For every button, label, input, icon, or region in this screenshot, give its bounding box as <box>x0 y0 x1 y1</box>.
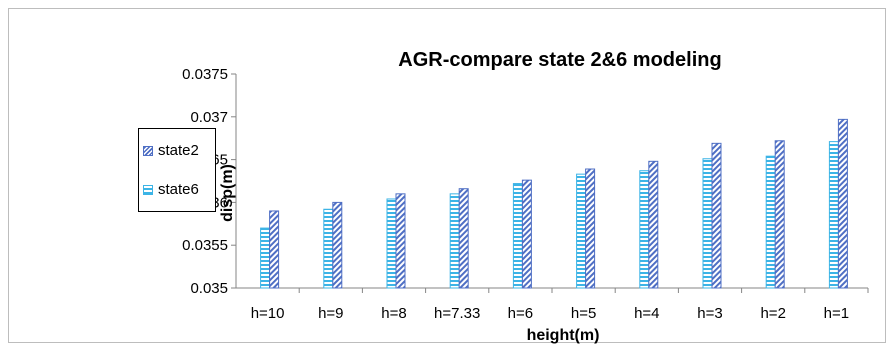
x-tick-label: h=10 <box>251 305 285 322</box>
bar-state6-4 <box>512 183 523 289</box>
y-tick-label: 0.0355 <box>182 237 228 254</box>
legend-swatch-state2 <box>143 146 153 156</box>
legend-label-state6: state6 <box>158 181 199 198</box>
bar-state6-6 <box>639 170 650 289</box>
bar-state6-3 <box>449 193 460 289</box>
legend-swatch-state6 <box>143 185 153 195</box>
x-tick-label: h=6 <box>508 305 533 322</box>
bar-state2-6 <box>648 160 659 289</box>
legend-item-state6: state6 <box>143 181 199 199</box>
bar-state2-7 <box>711 142 722 289</box>
bar-state6-9 <box>828 141 839 289</box>
bar-state2-9 <box>837 118 848 289</box>
y-tick-label: 0.035 <box>190 280 228 297</box>
bar-state2-2 <box>395 193 406 289</box>
chart-legend: state2 state6 <box>138 128 216 212</box>
y-tick-label: 0.037 <box>190 109 228 126</box>
legend-item-state2: state2 <box>143 142 199 160</box>
x-tick-label: h=7.33 <box>434 305 480 322</box>
chart-title: AGR-compare state 2&6 modeling <box>398 49 721 71</box>
bar-state2-4 <box>521 179 532 289</box>
y-tick-label: 0.0375 <box>182 66 228 83</box>
x-tick-label: h=9 <box>318 305 343 322</box>
bar-state6-5 <box>576 173 587 289</box>
legend-label-state2: state2 <box>158 142 199 159</box>
bar-state6-8 <box>765 155 776 289</box>
x-axis-title: height(m) <box>527 327 600 344</box>
x-tick-label: h=1 <box>824 305 849 322</box>
y-axis-title: disp(m) <box>219 164 236 222</box>
x-tick-label: h=8 <box>381 305 406 322</box>
bar-state2-5 <box>585 168 596 289</box>
bar-state6-2 <box>386 198 397 289</box>
bar-state2-1 <box>332 201 343 289</box>
x-tick-label: h=2 <box>760 305 785 322</box>
x-tick-label: h=3 <box>697 305 722 322</box>
bar-state2-3 <box>458 188 469 289</box>
bar-state2-8 <box>774 140 785 289</box>
x-tick-label: h=5 <box>571 305 596 322</box>
bar-state2-0 <box>269 210 280 289</box>
bar-state6-1 <box>323 208 334 289</box>
x-tick-label: h=4 <box>634 305 659 322</box>
bar-state6-7 <box>702 158 713 289</box>
bar-state6-0 <box>260 227 271 289</box>
